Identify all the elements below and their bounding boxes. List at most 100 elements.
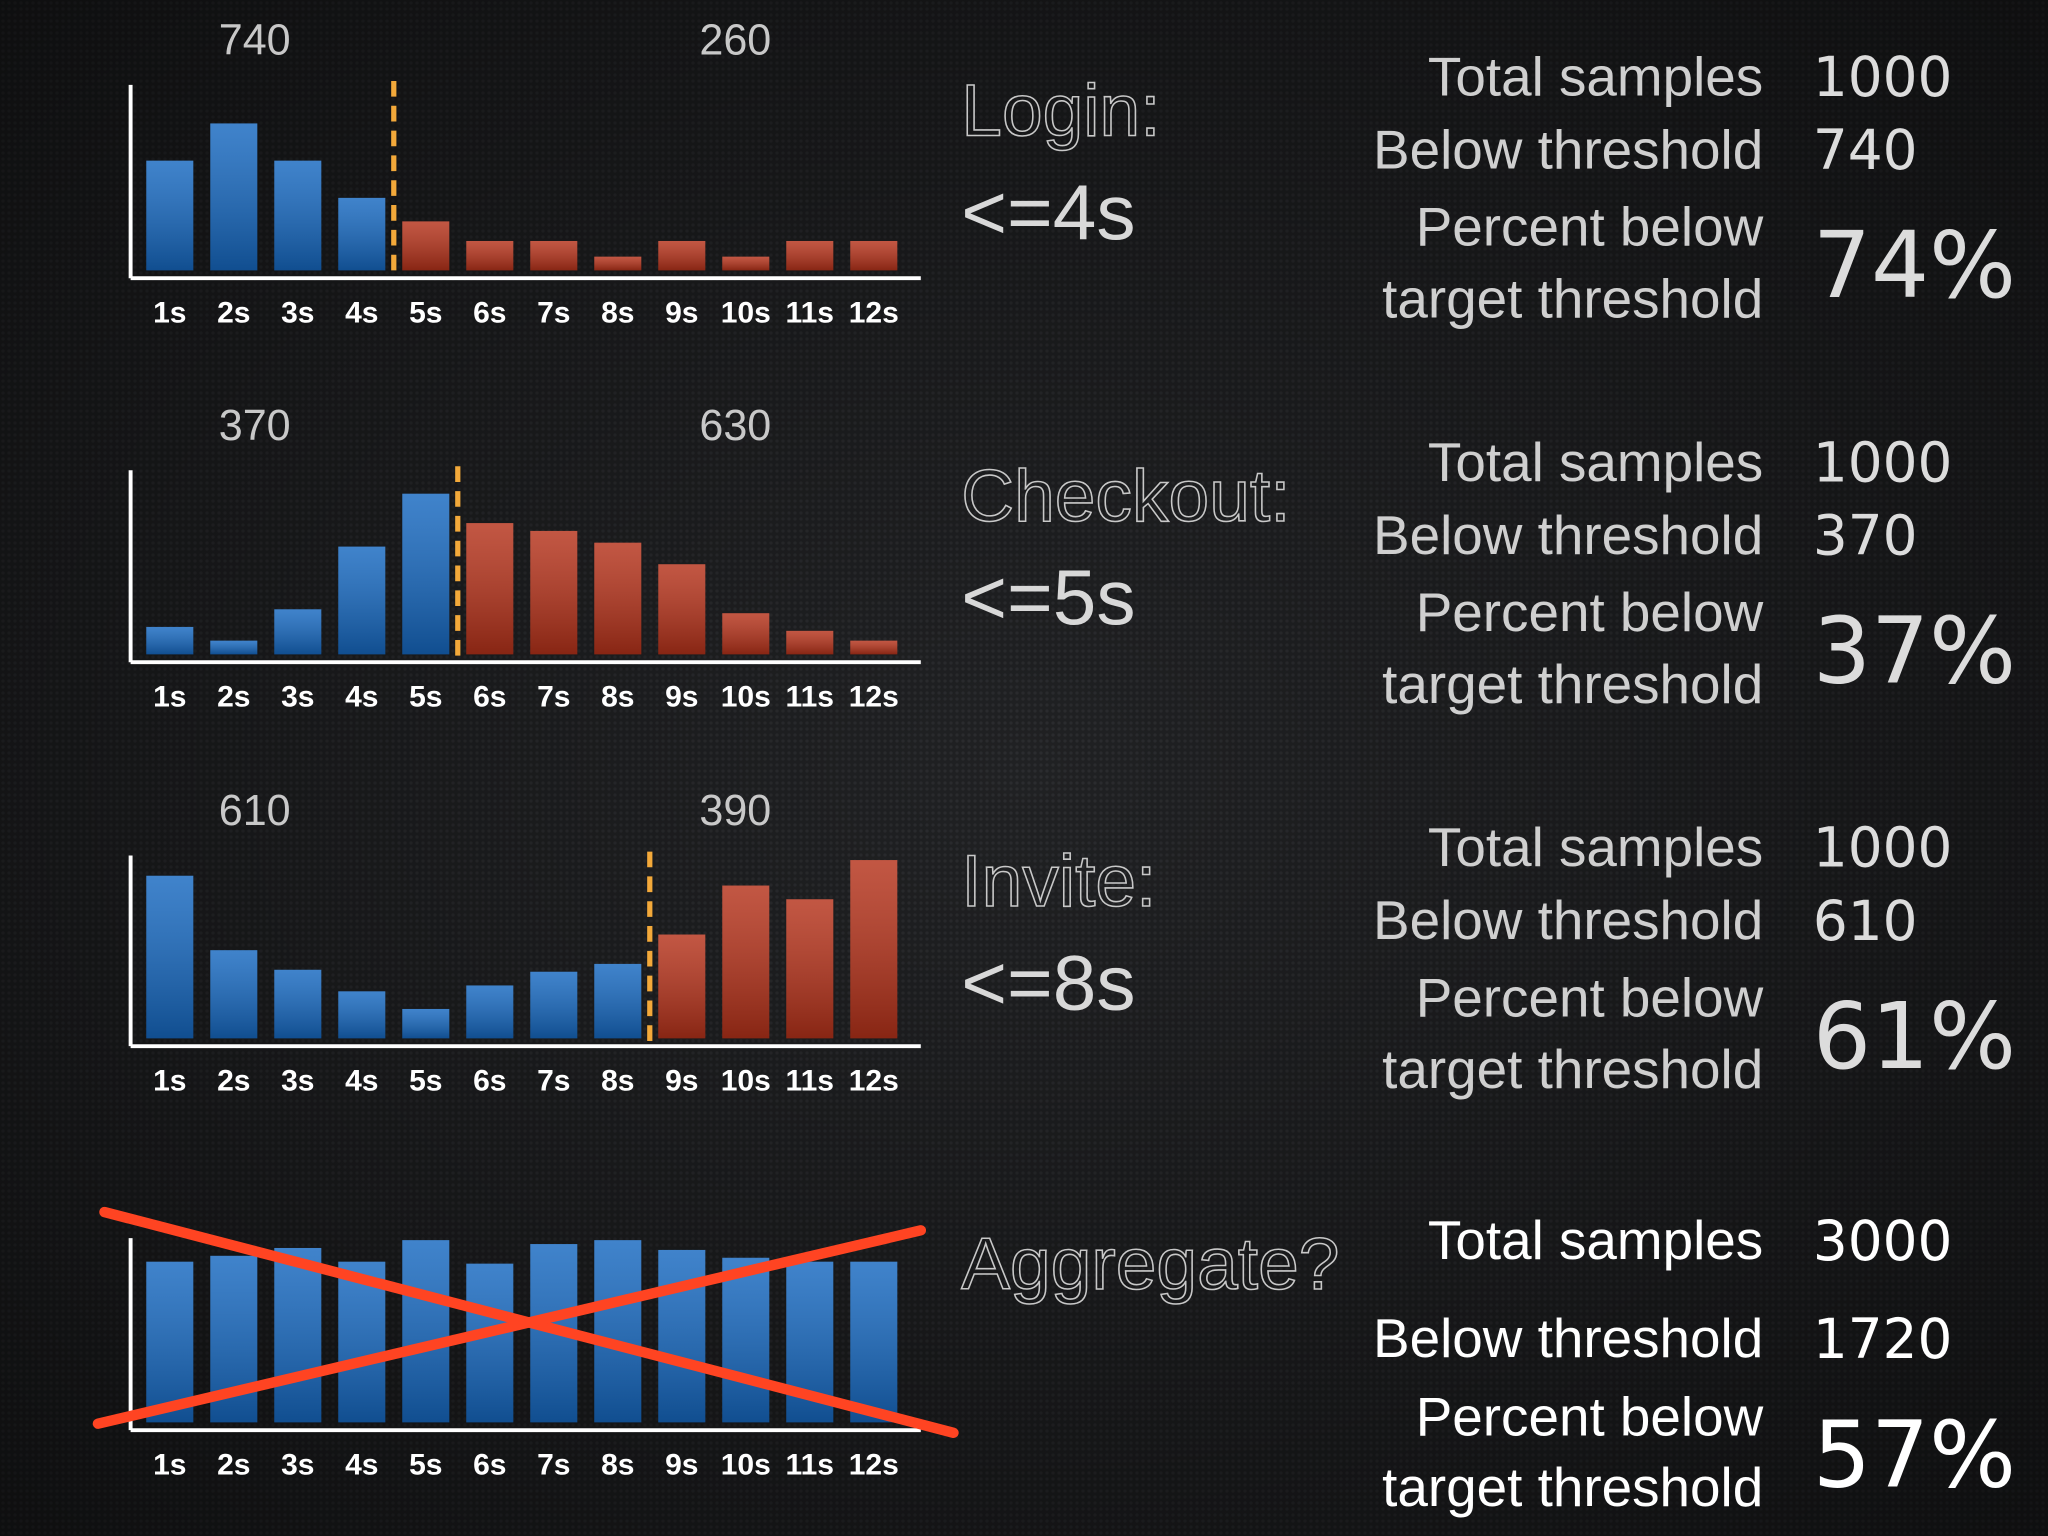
chart-title: Checkout: (961, 456, 1290, 537)
bar-shade (594, 256, 642, 271)
percent-value: 57% (1813, 1401, 2016, 1508)
stat-label: Below threshold (1373, 119, 1763, 181)
stat-value: 1000 (1813, 816, 1953, 880)
x-tick-label: 5s (409, 681, 442, 714)
x-tick-label: 8s (601, 681, 634, 714)
content: 1s 2s 3s 4s 5s 6s 7s 8s 9s 10s 11s 12s 740 260 Login: <… (92, 16, 2016, 1518)
x-tick-label: 6s (473, 681, 506, 714)
bar-shade (850, 240, 898, 271)
stat-label: Percent below (1416, 966, 1764, 1028)
x-tick-label: 3s (281, 681, 314, 714)
x-tick-label: 1s (153, 1065, 186, 1098)
annotation: 390 (699, 787, 771, 835)
bar-shade (530, 240, 578, 271)
chart-title: Login: (961, 71, 1160, 152)
stat-value: 3000 (1813, 1209, 1953, 1273)
bar-shade (338, 991, 386, 1039)
bar-shade (146, 1261, 194, 1423)
x-tick-label: 9s (665, 1449, 698, 1482)
x-tick-label: 1s (153, 297, 186, 330)
threshold-label: <=4s (961, 168, 1135, 256)
x-tick-label: 12s (849, 1065, 899, 1098)
x-tick-label: 12s (849, 681, 899, 714)
stat-label: target threshold (1382, 267, 1763, 329)
x-tick-label: 7s (537, 681, 570, 714)
bar-shade (146, 626, 194, 655)
percent-value: 37% (1813, 598, 2016, 705)
stat-value: 610 (1813, 889, 1918, 953)
bar-shade (210, 640, 258, 655)
annotation: 740 (219, 16, 291, 64)
annotation: 370 (219, 402, 291, 450)
x-tick-label: 11s (786, 681, 834, 714)
bar-shade (402, 493, 450, 655)
bar-shade (658, 1249, 706, 1423)
x-tick-label: 2s (217, 1065, 250, 1098)
stat-value: 1000 (1813, 45, 1953, 109)
bar-shade (530, 971, 578, 1039)
x-tick-label: 2s (217, 681, 250, 714)
chart-panel: 1s 2s 3s 4s 5s 6s 7s 8s 9s 10s 11s 12s 610 390 Invite:… (128, 787, 2016, 1100)
stat-label: Percent below (1416, 196, 1764, 258)
bar-shade (338, 1261, 386, 1423)
bar-shade (466, 523, 514, 655)
bar-shade (274, 969, 322, 1039)
stat-label: Total samples (1428, 1209, 1763, 1271)
bar-shade (594, 542, 642, 655)
bar-shade (274, 160, 322, 271)
x-tick-label: 5s (409, 1065, 442, 1098)
stat-value: 370 (1813, 504, 1918, 568)
chart-panel: 1s 2s 3s 4s 5s 6s 7s 8s 9s 10s 11s 12s 740 260 Login: <… (128, 16, 2016, 330)
percent-value: 61% (1813, 983, 2016, 1090)
bar-shade (274, 609, 322, 655)
bar-shade (466, 985, 514, 1039)
cross-out (92, 1225, 927, 1429)
annotation: 260 (699, 16, 771, 64)
x-tick-label: 12s (849, 1449, 899, 1482)
stat-label: Below threshold (1373, 1307, 1763, 1369)
stat-label: target threshold (1382, 1456, 1763, 1518)
bar-shade (402, 1240, 450, 1423)
bar-shade (594, 1240, 642, 1423)
x-tick-label: 11s (786, 297, 834, 330)
x-tick-label: 8s (601, 1449, 634, 1482)
bar-shade (530, 530, 578, 655)
stat-label: Percent below (1416, 1386, 1764, 1448)
bar-shade (722, 613, 770, 655)
annotation: 630 (699, 402, 771, 450)
stat-value: 740 (1813, 118, 1918, 182)
bar-shade (466, 1263, 514, 1423)
x-tick-label: 10s (721, 1449, 771, 1482)
bar-shade (210, 950, 258, 1039)
stat-label: Below threshold (1373, 504, 1763, 566)
bar-shade (402, 1008, 450, 1039)
bar-shade (594, 963, 642, 1039)
bar-shade (658, 240, 706, 271)
x-tick-label: 6s (473, 1449, 506, 1482)
stat-label: target threshold (1382, 653, 1763, 715)
chart-title: Aggregate? (961, 1224, 1339, 1305)
x-tick-label: 3s (281, 1449, 314, 1482)
x-tick-label: 9s (665, 681, 698, 714)
stat-label: Percent below (1416, 581, 1764, 643)
x-tick-label: 11s (786, 1449, 834, 1482)
x-tick-label: 4s (345, 681, 378, 714)
chart-panel: 1s 2s 3s 4s 5s 6s 7s 8s 9s 10s 11s 12s 370 630 Checkou… (128, 402, 2016, 715)
bar-shade (850, 640, 898, 655)
bar-shade (338, 546, 386, 655)
x-tick-label: 10s (721, 297, 771, 330)
x-tick-label: 12s (849, 297, 899, 330)
x-tick-label: 6s (473, 297, 506, 330)
bar-shade (466, 240, 514, 271)
bar-shade (722, 256, 770, 271)
x-tick-label: 4s (345, 1449, 378, 1482)
bar-shade (274, 1247, 322, 1423)
x-tick-label: 11s (786, 1065, 834, 1098)
bar-shade (786, 240, 834, 271)
x-tick-label: 10s (721, 681, 771, 714)
bar-shade (658, 564, 706, 655)
stat-label: Total samples (1428, 816, 1763, 878)
x-tick-label: 8s (601, 297, 634, 330)
bar-shade (146, 875, 194, 1039)
